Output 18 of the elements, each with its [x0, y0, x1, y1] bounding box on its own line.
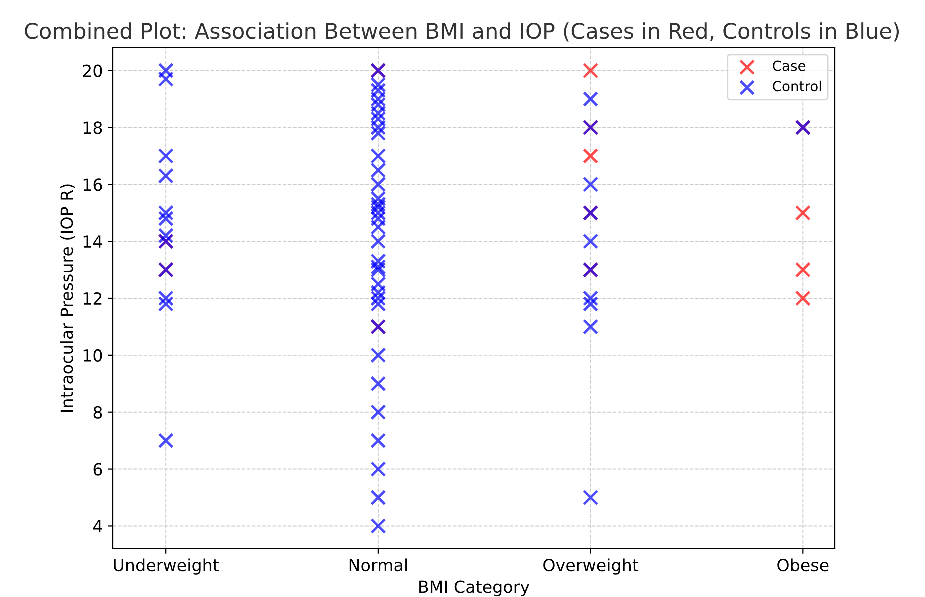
y-tick-label: 12 — [84, 292, 102, 305]
chart-title: Combined Plot: Association Between BMI and IOP (Cases in Red, Controls in Blue) — [25, 22, 900, 42]
legend-label: Case — [773, 60, 806, 72]
y-tick-label: 14 — [84, 236, 102, 248]
y-axis-title: Intraocular Pressure (IOP R) — [60, 184, 76, 412]
x-tick-label: Overweight — [544, 558, 639, 575]
y-tick-label: 18 — [84, 122, 102, 134]
x-axis-title: BMI Category — [420, 580, 530, 597]
y-tick-label: 4 — [93, 520, 102, 533]
legend-label: Control — [773, 80, 822, 92]
y-tick-label: 8 — [94, 406, 102, 419]
x-tick-label: Obese — [778, 558, 829, 572]
y-tick-label: 10 — [84, 349, 102, 362]
y-tick-label: 20 — [83, 64, 102, 78]
x-tick-label: Underweight — [114, 558, 220, 575]
y-tick-label: 6 — [94, 463, 102, 476]
y-tick-label: 16 — [84, 178, 102, 192]
x-tick-label: Normal — [350, 558, 408, 572]
